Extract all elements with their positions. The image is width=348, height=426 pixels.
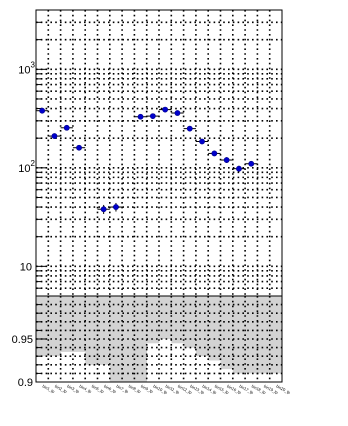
ratio-plot: 0.9 0.95 xyxy=(12,295,283,389)
x-category-label: bin15_tp xyxy=(214,383,231,395)
x-category-label: bin10_tp xyxy=(152,383,169,395)
ratio-bin-fill xyxy=(72,296,86,352)
ratio-bin-fill xyxy=(232,296,246,374)
x-category-label: bin18_tp xyxy=(251,383,268,395)
ratio-y-axis: 0.9 0.95 xyxy=(12,304,46,389)
data-point xyxy=(72,144,86,151)
data-point xyxy=(220,157,233,163)
ratio-bin-fill xyxy=(109,296,123,382)
data-marker xyxy=(211,150,218,157)
data-marker xyxy=(100,206,107,213)
data-point xyxy=(109,202,123,212)
data-point xyxy=(208,150,221,157)
x-category-label: bin2_tp xyxy=(54,383,69,394)
main-y-tick-label: 102 xyxy=(18,159,35,175)
data-point xyxy=(183,125,196,132)
data-marker xyxy=(39,107,46,114)
ratio-bin-fill xyxy=(85,296,98,365)
data-marker xyxy=(186,125,193,132)
x-category-label: bin14_tp xyxy=(202,383,219,395)
x-category-label: bin7_tp xyxy=(115,383,130,394)
data-marker xyxy=(174,110,181,116)
data-point xyxy=(48,133,61,139)
data-point xyxy=(245,160,258,167)
ratio-bin-fill xyxy=(245,296,258,374)
data-point xyxy=(195,138,209,145)
data-point xyxy=(171,110,184,116)
x-category-label: bin16_tp xyxy=(226,383,243,395)
ratio-y-tick-label: 0.9 xyxy=(18,377,33,389)
data-marker xyxy=(248,160,255,167)
x-category-labels: bin1_tpbin2_tpbin3_tpbin4_tpbin5_tpbin6_… xyxy=(42,383,292,395)
main-y-axis: 10 102 103 xyxy=(18,21,46,289)
ratio-bin-fill xyxy=(134,296,147,382)
ratio-bin-fill xyxy=(257,296,270,374)
ratio-y-tick-label: 0.95 xyxy=(12,334,33,346)
data-point xyxy=(134,113,147,120)
x-category-label: bin11_tp xyxy=(165,383,181,395)
x-category-label: bin1_tp xyxy=(42,383,57,394)
data-marker xyxy=(137,113,144,120)
x-category-label: bin3_tp xyxy=(66,383,81,394)
x-category-label: bin9_tp xyxy=(140,383,155,394)
ratio-bin-fill xyxy=(48,296,61,357)
x-category-label: bin4_tp xyxy=(79,383,94,394)
x-category-label: bin17_tp xyxy=(238,383,255,395)
x-category-label: bin6_tp xyxy=(103,383,118,394)
ratio-bin-fill xyxy=(146,296,160,344)
data-point xyxy=(232,165,246,172)
ratio-bin-fill xyxy=(208,296,221,361)
data-marker xyxy=(236,165,242,172)
ratio-bin-fill xyxy=(36,296,49,357)
x-category-label: bin12_tp xyxy=(177,383,194,395)
x-category-label: bin20_tp xyxy=(275,383,292,395)
data-point xyxy=(97,204,110,214)
ratio-bin-fill xyxy=(60,296,74,352)
ratio-bin-fill xyxy=(195,296,209,357)
main-y-tick-label: 103 xyxy=(18,60,35,76)
ratio-bin-fill xyxy=(171,296,184,344)
data-marker xyxy=(223,157,230,163)
data-point xyxy=(36,107,49,114)
data-marker xyxy=(199,138,205,145)
data-marker xyxy=(63,124,70,131)
ratio-bin-fill xyxy=(159,296,172,339)
data-point xyxy=(60,124,73,131)
ratio-bin-fill xyxy=(220,296,234,370)
x-category-label: bin13_tp xyxy=(189,383,206,395)
main-y-tick-label: 10 xyxy=(20,261,32,273)
data-point xyxy=(159,106,172,113)
data-marker xyxy=(51,133,58,139)
data-series-points xyxy=(36,106,258,214)
data-marker xyxy=(149,113,156,120)
data-marker xyxy=(162,106,169,113)
ratio-bin-fill xyxy=(269,296,283,374)
data-point xyxy=(146,113,159,120)
data-marker xyxy=(113,204,119,210)
x-category-label: bin19_tp xyxy=(263,383,280,395)
x-category-label: bin5_tp xyxy=(91,383,106,394)
data-marker xyxy=(76,144,82,151)
x-category-label: bin8_tp xyxy=(128,383,143,394)
